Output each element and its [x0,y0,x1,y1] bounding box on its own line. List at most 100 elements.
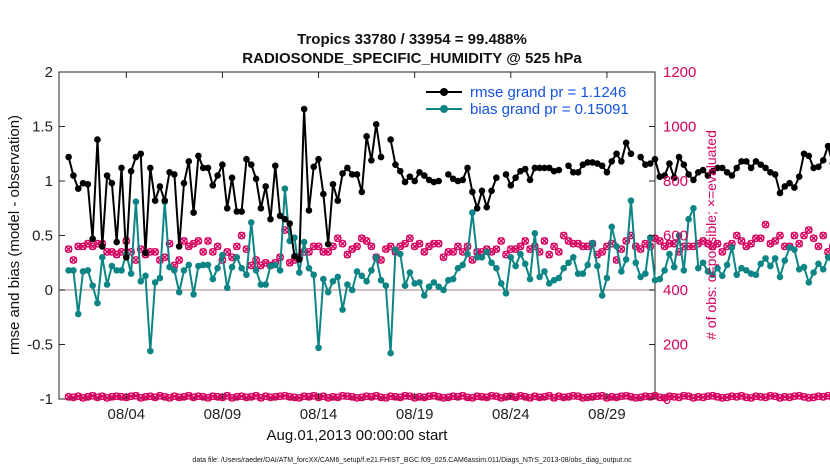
rmse-point [372,121,380,128]
obs-possible-cross [132,256,140,264]
rmse-point [690,176,697,184]
bias-point [791,246,798,253]
rmse-point [276,212,284,220]
bias-point [233,253,241,261]
rmse-point [132,153,140,161]
obs-possible-point [439,253,448,262]
rmse-point [531,164,539,172]
obs-possible-point [386,242,395,251]
obs-possible-cross [776,232,784,239]
obs-possible-point [521,237,530,245]
obs-evaluated-point [607,392,616,401]
x-tick-label: 08/19 [396,406,434,423]
obs-possible-cross [194,237,202,245]
obs-possible-cross [819,232,827,239]
obs-possible-point [554,247,563,256]
bias-point [344,281,351,288]
rmse-point [329,180,337,188]
obs-possible-cross [560,232,568,239]
rmse-point [743,158,750,165]
obs-possible-point [771,237,780,245]
obs-evaluated-point [127,392,135,401]
obs-possible-cross [497,237,505,245]
rmse-point [199,164,207,172]
y-right-tick-label: 600 [663,228,688,245]
rmse-point [598,162,606,170]
rmse-point [795,173,803,180]
bias-point [613,243,620,250]
obs-possible-point [69,256,78,264]
bias-point [396,250,404,258]
rmse-point [776,189,784,197]
legend-rmse-label: rmse grand pr = 1.1246 [470,84,626,101]
x-tick-label: 08/04 [108,406,146,423]
rmse-point [171,171,178,178]
rmse-point [257,204,265,212]
obs-possible-point [718,247,727,256]
bias-point [819,265,827,273]
obs-possible-point [800,231,808,240]
obs-evaluated-point [559,393,568,402]
obs-possible-cross [324,248,332,256]
bias-point [743,267,750,274]
obs-possible-cross [598,248,606,256]
obs-possible-cross [209,248,217,256]
rmse-point [286,220,294,227]
obs-evaluated-point [718,394,727,402]
obs-possible-cross [540,237,548,245]
y-right-tick-label: 1000 [663,119,696,136]
bias-point [680,267,688,274]
bias-point [185,261,193,269]
rmse-point [127,167,135,175]
rmse-point [488,187,495,195]
obs-possible-cross [343,251,351,259]
bias-point [771,255,779,262]
obs-evaluated-point [449,392,458,401]
rmse-point [300,105,308,113]
rmse-point [416,168,423,176]
rmse-point [334,197,342,204]
rmse-point [815,163,822,171]
obs-possible-cross [415,240,423,248]
obs-possible-point [319,247,328,256]
obs-possible-cross [814,242,822,250]
obs-possible-point [598,247,607,256]
obs-possible-point [338,239,347,248]
obs-possible-cross [738,237,746,245]
obs-evaluated-point [377,393,385,402]
obs-possible-point [747,239,756,248]
obs-possible-point [314,242,323,251]
bias-point [565,259,572,267]
obs-possible-point [737,237,746,245]
bias-point [454,264,462,272]
obs-possible-point [64,245,73,254]
obs-evaluated-point [655,393,664,402]
obs-evaluated-point [824,391,830,400]
obs-evaluated-point [141,392,150,401]
obs-possible-point [103,247,111,256]
obs-possible-point [194,237,203,245]
rmse-point [752,158,760,165]
bias-point [824,254,830,261]
rmse-point [757,161,765,168]
bias-point [560,264,567,272]
bias-point [435,283,443,291]
rmse-point [791,184,798,191]
obs-evaluated-point [386,392,395,401]
bias-point [142,272,149,280]
obs-evaluated-point [362,392,371,401]
rmse-point [142,249,149,257]
bias-point [555,274,563,282]
bias-point [646,234,654,241]
bias-point [569,253,577,261]
rmse-point [521,165,529,173]
bias-point [473,253,481,261]
obs-possible-point [300,247,309,256]
obs-possible-cross [550,242,558,250]
rmse-point [377,153,385,161]
bias-point [517,250,524,258]
bias-point [545,280,553,287]
obs-possible-point [814,242,823,251]
obs-possible-point [175,256,184,264]
